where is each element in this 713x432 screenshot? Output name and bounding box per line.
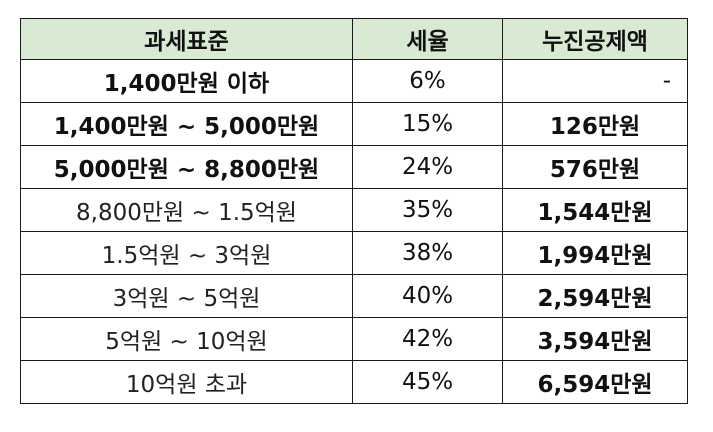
tax-rate-cell: 40% (352, 274, 503, 318)
table-row: 5,000만원 ~ 8,800만원 24% 576만원 (20, 145, 688, 189)
deduction-cell: 1,544만원 (502, 188, 688, 232)
header-tax-rate: 세율 (352, 18, 503, 60)
tax-rate-cell: 42% (352, 317, 503, 361)
tax-bracket-cell: 8,800만원 ~ 1.5억원 (20, 188, 353, 232)
table-row: 10억원 초과 45% 6,594만원 (20, 360, 688, 404)
tax-bracket-cell: 1,400만원 이하 (20, 59, 353, 103)
tax-rate-cell: 35% (352, 188, 503, 232)
tax-rate-cell: 45% (352, 360, 503, 404)
tax-rate-cell: 6% (352, 59, 503, 103)
header-progressive-deduction: 누진공제액 (502, 18, 688, 60)
table-row: 1.5억원 ~ 3억원 38% 1,994만원 (20, 231, 688, 275)
table-header: 과세표준 세율 누진공제액 (20, 18, 688, 60)
tax-bracket-cell: 5억원 ~ 10억원 (20, 317, 353, 361)
deduction-cell: 126만원 (502, 102, 688, 146)
table-row: 1,400만원 ~ 5,000만원 15% 126만원 (20, 102, 688, 146)
tax-rate-table: 과세표준 세율 누진공제액 1,400만원 이하 6% - 1,400만원 ~ … (20, 18, 688, 404)
tax-rate-cell: 38% (352, 231, 503, 275)
table-row: 3억원 ~ 5억원 40% 2,594만원 (20, 274, 688, 318)
tax-rate-cell: 24% (352, 145, 503, 189)
header-row: 과세표준 세율 누진공제액 (20, 18, 688, 60)
tax-bracket-cell: 10억원 초과 (20, 360, 353, 404)
tax-bracket-cell: 3억원 ~ 5억원 (20, 274, 353, 318)
table-row: 8,800만원 ~ 1.5억원 35% 1,544만원 (20, 188, 688, 232)
deduction-cell: 576만원 (502, 145, 688, 189)
tax-rate-cell: 15% (352, 102, 503, 146)
header-tax-bracket: 과세표준 (20, 18, 353, 60)
deduction-cell: 3,594만원 (502, 317, 688, 361)
deduction-cell: 1,994만원 (502, 231, 688, 275)
tax-bracket-cell: 1.5억원 ~ 3억원 (20, 231, 353, 275)
tax-bracket-cell: 5,000만원 ~ 8,800만원 (20, 145, 353, 189)
table-row: 1,400만원 이하 6% - (20, 59, 688, 103)
table-body: 1,400만원 이하 6% - 1,400만원 ~ 5,000만원 15% 12… (20, 59, 688, 404)
table-row: 5억원 ~ 10억원 42% 3,594만원 (20, 317, 688, 361)
deduction-cell: - (502, 59, 688, 103)
deduction-cell: 6,594만원 (502, 360, 688, 404)
tax-bracket-cell: 1,400만원 ~ 5,000만원 (20, 102, 353, 146)
deduction-cell: 2,594만원 (502, 274, 688, 318)
